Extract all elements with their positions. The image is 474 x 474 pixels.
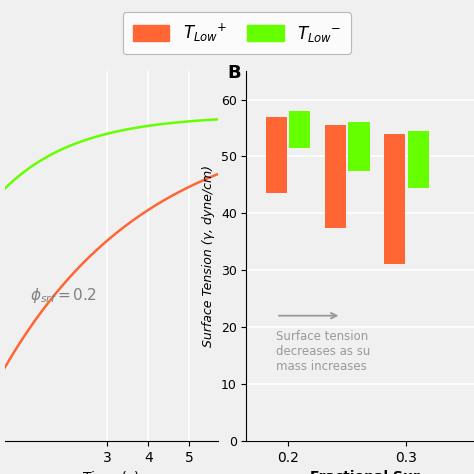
X-axis label: Fractional Sur: Fractional Sur: [310, 470, 420, 474]
X-axis label: Time (s): Time (s): [83, 470, 139, 474]
Text: B: B: [228, 64, 241, 82]
Bar: [348, 122, 370, 171]
Bar: [325, 125, 346, 228]
Bar: [289, 111, 310, 148]
Text: $\phi_{srf} = 0.2$: $\phi_{srf} = 0.2$: [30, 286, 97, 305]
Y-axis label: Surface Tension (γ, dyne/cm): Surface Tension (γ, dyne/cm): [202, 165, 215, 347]
Text: Surface tension
decreases as su
mass increases: Surface tension decreases as su mass inc…: [276, 330, 371, 373]
Legend: $T_{Low}$$^{+}$, $T_{Low}$$^{-}$: $T_{Low}$$^{+}$, $T_{Low}$$^{-}$: [123, 12, 351, 55]
Bar: [408, 131, 429, 188]
Bar: [384, 134, 405, 264]
Bar: [265, 117, 287, 193]
